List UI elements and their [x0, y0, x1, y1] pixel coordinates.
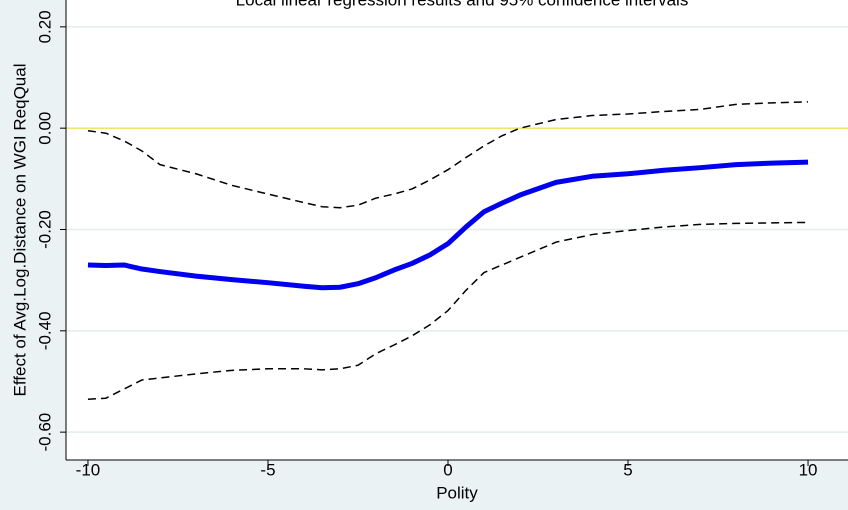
x-tick-label: -5: [260, 460, 275, 479]
x-tick-label: -10: [76, 460, 101, 479]
y-tick-label: 0.00: [35, 112, 54, 145]
y-tick-label: 0.20: [35, 10, 54, 43]
x-tick-label: 10: [799, 460, 818, 479]
x-tick-label: 5: [623, 460, 632, 479]
series-line: [87, 159, 809, 291]
chart-title: Local linear regression results and 95% …: [236, 0, 689, 9]
y-tick-label: -0.60: [35, 413, 54, 452]
y-tick-label: -0.40: [35, 311, 54, 350]
x-tick-label: 0: [443, 460, 452, 479]
y-axis-title: Effect of Avg.Log.Distance on WGI ReqQua…: [10, 64, 29, 397]
series-line: [87, 101, 809, 209]
x-axis-title: Polity: [436, 483, 478, 502]
y-tick-label: -0.20: [35, 210, 54, 249]
